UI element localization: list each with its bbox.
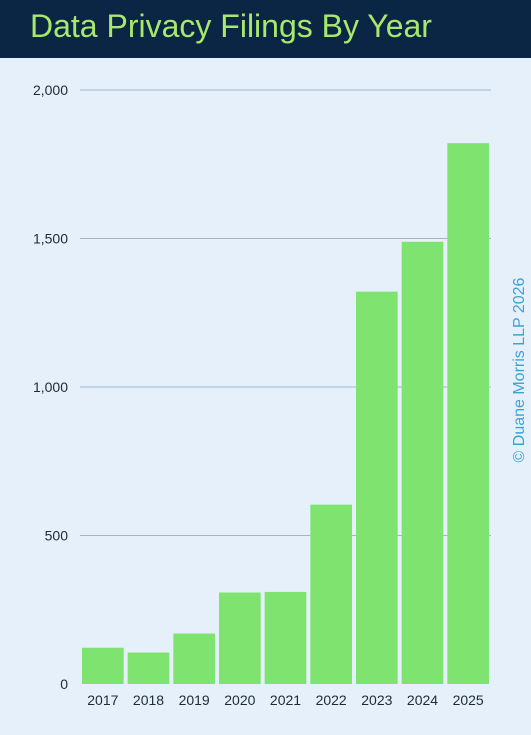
x-tick-label: 2024 xyxy=(407,692,438,708)
y-axis-ticks: 0 500 1,000 1,500 2,000 xyxy=(33,82,68,692)
bar-2025 xyxy=(447,143,489,685)
y-tick-label: 1,500 xyxy=(33,231,68,247)
y-tick-label: 1,000 xyxy=(33,379,68,395)
copyright-label: © Duane Morris LLP 2026 xyxy=(511,277,528,463)
bar-2017 xyxy=(82,647,124,684)
x-tick-label: 2019 xyxy=(179,692,210,708)
x-tick-label: 2023 xyxy=(361,692,392,708)
bar-2022 xyxy=(310,504,352,684)
x-tick-label: 2021 xyxy=(270,692,301,708)
chart-header: Data Privacy Filings By Year xyxy=(0,0,531,58)
x-tick-label: 2025 xyxy=(453,692,484,708)
bar-2024 xyxy=(401,241,444,684)
bar-2019 xyxy=(173,633,215,684)
bar-2020 xyxy=(219,592,261,684)
x-axis-ticks: 2017 2018 2019 2020 2021 2022 2023 2024 2025 xyxy=(87,692,484,708)
y-tick-label: 500 xyxy=(45,528,69,544)
bar-2018 xyxy=(127,652,170,684)
y-tick-label: 2,000 xyxy=(33,82,68,98)
x-tick-label: 2017 xyxy=(87,692,118,708)
x-tick-label: 2020 xyxy=(224,692,255,708)
chart-title: Data Privacy Filings By Year xyxy=(30,8,432,44)
x-tick-label: 2022 xyxy=(316,692,347,708)
bar-2023 xyxy=(356,291,398,684)
x-tick-label: 2018 xyxy=(133,692,164,708)
y-tick-label: 0 xyxy=(60,676,68,692)
bars xyxy=(82,143,489,685)
bar-2021 xyxy=(264,591,307,684)
